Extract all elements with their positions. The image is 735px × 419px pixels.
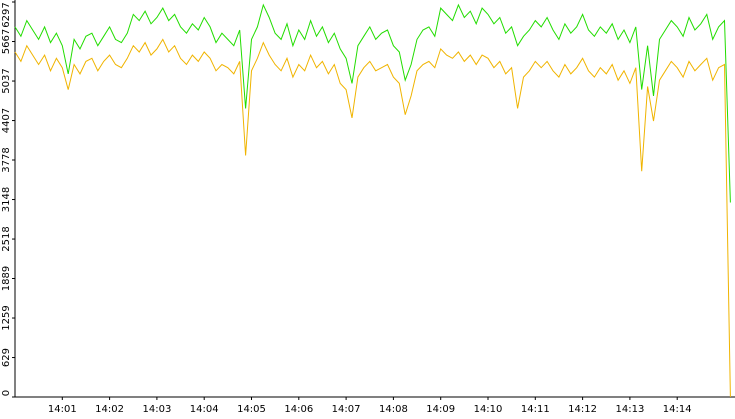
- x-tick-label: 14:12: [568, 404, 597, 415]
- y-tick-label: 4407: [1, 108, 12, 133]
- x-tick-label: 14:10: [474, 404, 503, 415]
- x-tick-label: 14:05: [237, 404, 266, 415]
- series-line: [14, 38, 731, 398]
- x-tick-label: 14:07: [332, 404, 361, 415]
- y-tick-label: 2518: [1, 226, 12, 251]
- x-tick-label: 14:01: [48, 404, 77, 415]
- y-tick-label: 629: [1, 348, 12, 367]
- x-tick-label: 14:11: [521, 404, 550, 415]
- y-tick-label: 3778: [1, 147, 12, 172]
- y-tick-label: 5667: [1, 29, 12, 54]
- x-tick-label: 14:09: [426, 404, 455, 415]
- y-tick-label: 1889: [1, 266, 12, 291]
- series-line: [14, 3, 731, 203]
- x-tick-label: 14:04: [190, 404, 219, 415]
- x-tick-label: 14:14: [663, 404, 692, 415]
- x-tick-label: 14:13: [615, 404, 644, 415]
- y-tick-label: 3148: [1, 187, 12, 212]
- x-tick-label: 14:03: [142, 404, 171, 415]
- x-tick-label: 14:02: [95, 404, 124, 415]
- y-tick-label: 0: [1, 390, 12, 396]
- x-tick-label: 14:08: [379, 404, 408, 415]
- x-tick-label: 14:06: [284, 404, 313, 415]
- y-tick-label: 1259: [1, 305, 12, 330]
- y-tick-label: 6297: [1, 2, 12, 27]
- y-tick-label: 5037: [1, 68, 12, 93]
